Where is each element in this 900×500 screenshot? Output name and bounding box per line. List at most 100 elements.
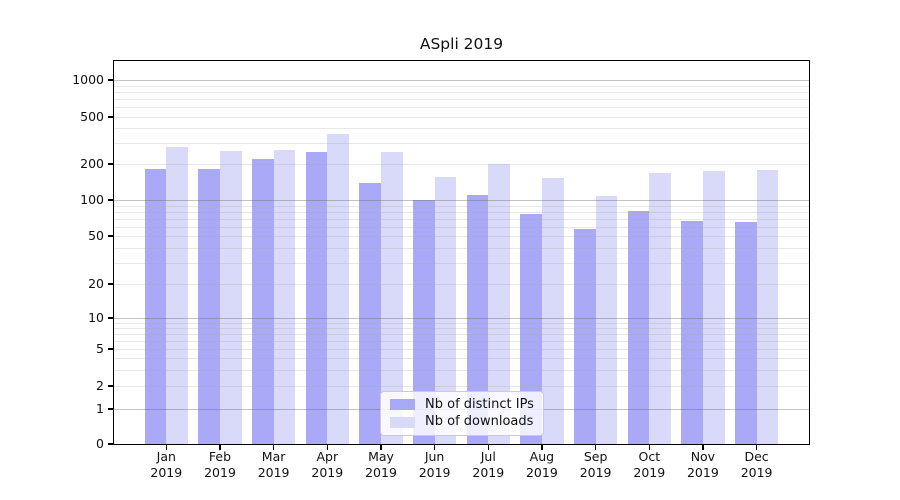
gridline-minor-60 <box>114 226 809 228</box>
bar-nb-of-distinct-ips-mar-2019 <box>251 158 274 444</box>
gridline-minor-900 <box>114 85 809 87</box>
x-tick-8 <box>594 445 597 450</box>
x-tick-2 <box>272 445 275 450</box>
x-tick-label-apr-2019: Apr 2019 <box>311 449 344 480</box>
x-tick-label-may-2019: May 2019 <box>365 449 397 480</box>
gridline-minor-300 <box>114 143 809 145</box>
gridline-minor-30 <box>114 262 809 264</box>
x-tick-label-aug-2019: Aug 2019 <box>525 449 558 480</box>
bar-nb-of-downloads-jun-2019 <box>434 176 457 444</box>
gridline-minor-4 <box>114 358 809 359</box>
y-tick-label-1: 1 <box>96 401 104 416</box>
bar-nb-of-downloads-dec-2019 <box>756 170 779 444</box>
x-tick-label-dec-2019: Dec 2019 <box>740 449 773 480</box>
bar-nb-of-downloads-feb-2019 <box>220 150 242 444</box>
gridline-minor-500 <box>114 117 809 118</box>
x-tick-3 <box>326 445 328 450</box>
gridline-minor-5 <box>114 349 809 350</box>
y-tick-10 <box>108 317 113 319</box>
x-tick-4 <box>380 445 382 450</box>
gridline-major-1000 <box>114 80 809 81</box>
y-tick-20 <box>108 283 113 285</box>
y-tick-label-50: 50 <box>88 228 104 243</box>
gridline-minor-20 <box>114 284 809 285</box>
gridline-major-100 <box>114 200 809 201</box>
x-tick-label-feb-2019: Feb 2019 <box>204 449 236 480</box>
y-tick-5 <box>108 348 113 350</box>
y-tick-label-10: 10 <box>88 310 104 325</box>
bar-nb-of-distinct-ips-apr-2019 <box>305 151 328 444</box>
bar-nb-of-downloads-may-2019 <box>381 152 403 444</box>
legend-label: Nb of distinct IPs <box>425 396 534 412</box>
x-tick-label-jul-2019: Jul 2019 <box>472 449 505 480</box>
bar-nb-of-distinct-ips-jul-2019 <box>466 195 489 444</box>
legend: Nb of distinct IPs Nb of downloads <box>380 391 544 436</box>
bar-nb-of-distinct-ips-jan-2019 <box>144 168 167 444</box>
legend-item-distinct-ips: Nb of distinct IPs <box>390 397 534 413</box>
gridline-minor-7 <box>114 334 809 335</box>
x-tick-label-sep-2019: Sep 2019 <box>579 449 612 480</box>
gridline-major-10 <box>114 318 809 319</box>
y-tick-1 <box>108 408 113 410</box>
x-tick-1 <box>219 445 221 450</box>
x-tick-7 <box>541 445 543 450</box>
gridline-minor-2 <box>114 386 809 387</box>
x-tick-label-oct-2019: Oct 2019 <box>633 449 666 480</box>
y-tick-2 <box>108 385 113 387</box>
x-tick-label-jan-2019: Jan 2019 <box>150 449 183 480</box>
bar-nb-of-distinct-ips-dec-2019 <box>734 221 757 444</box>
gridline-minor-8 <box>114 328 809 329</box>
y-tick-label-20: 20 <box>88 276 104 291</box>
y-tick-label-100: 100 <box>80 192 104 207</box>
y-tick-label-0: 0 <box>96 436 104 451</box>
x-tick-label-jun-2019: Jun 2019 <box>418 449 451 480</box>
gridline-minor-50 <box>114 236 809 237</box>
y-tick-label-2: 2 <box>96 378 104 393</box>
bar-nb-of-distinct-ips-aug-2019 <box>520 214 542 444</box>
y-tick-50 <box>108 235 113 237</box>
legend-swatch-distinct-ips-icon <box>390 399 415 411</box>
bar-nb-of-distinct-ips-may-2019 <box>359 182 381 444</box>
bar-nb-of-downloads-sep-2019 <box>595 196 618 444</box>
x-tick-10 <box>702 445 704 450</box>
y-tick-label-1000: 1000 <box>72 72 104 87</box>
gridline-minor-9 <box>114 322 809 324</box>
gridline-minor-600 <box>114 107 809 109</box>
bar-nb-of-downloads-nov-2019 <box>702 170 725 444</box>
gridline-minor-70 <box>114 218 809 220</box>
gridline-minor-800 <box>114 91 809 93</box>
y-tick-500 <box>108 116 113 118</box>
gridline-minor-400 <box>114 128 809 130</box>
bar-nb-of-distinct-ips-jun-2019 <box>412 200 435 444</box>
gridline-minor-6 <box>114 340 809 342</box>
x-tick-0 <box>165 445 168 450</box>
bar-nb-of-distinct-ips-nov-2019 <box>681 220 703 444</box>
bar-nb-of-downloads-aug-2019 <box>541 177 564 444</box>
x-tick-11 <box>755 445 758 450</box>
y-tick-label-500: 500 <box>80 109 104 124</box>
legend-item-downloads: Nb of downloads <box>390 414 534 430</box>
bar-nb-of-downloads-jan-2019 <box>166 147 189 444</box>
bar-nb-of-distinct-ips-feb-2019 <box>198 169 220 444</box>
legend-label: Nb of downloads <box>425 414 534 430</box>
bar-nb-of-distinct-ips-sep-2019 <box>573 229 596 444</box>
bar-nb-of-downloads-oct-2019 <box>649 173 672 444</box>
gridline-minor-200 <box>114 164 809 165</box>
gridline-minor-40 <box>114 247 809 249</box>
y-tick-0 <box>108 443 113 445</box>
bar-nb-of-downloads-jul-2019 <box>488 164 511 444</box>
y-tick-100 <box>108 199 113 201</box>
x-tick-5 <box>433 445 436 450</box>
gridline-minor-3 <box>114 369 809 371</box>
x-tick-label-nov-2019: Nov 2019 <box>686 449 719 480</box>
gridline-minor-90 <box>114 205 809 207</box>
gridline-minor-700 <box>114 99 809 100</box>
y-tick-1000 <box>108 79 113 81</box>
bar-nb-of-downloads-apr-2019 <box>327 133 350 444</box>
chart-title: ASpli 2019 <box>419 35 504 53</box>
x-tick-9 <box>648 445 650 450</box>
y-tick-label-200: 200 <box>80 156 104 171</box>
x-tick-6 <box>487 445 489 450</box>
y-tick-label-5: 5 <box>96 341 104 356</box>
